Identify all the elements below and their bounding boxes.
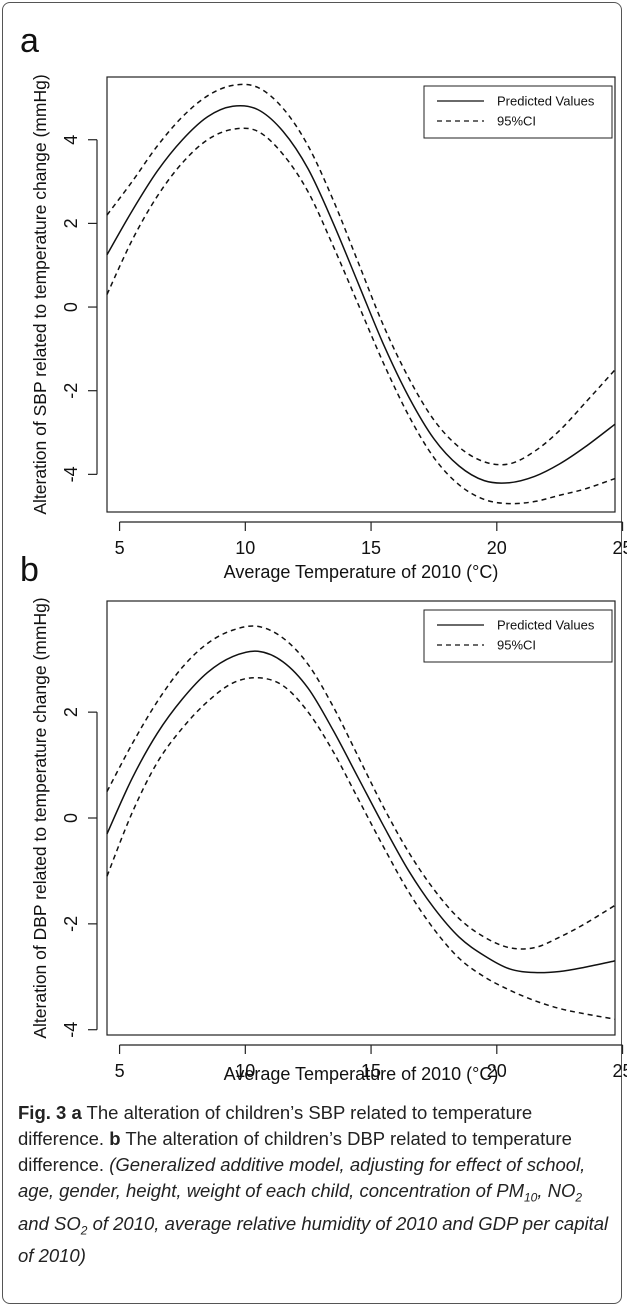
y-tick-label: -2: [61, 383, 81, 399]
caption-sub-so2: 2: [80, 1223, 88, 1238]
legend-entry-label: Predicted Values: [497, 94, 595, 109]
x-tick-label: 20: [487, 1061, 507, 1081]
legend-entry-label: 95%CI: [497, 114, 536, 129]
y-tick-label: -4: [61, 466, 81, 482]
caption-note-part-3: and SO: [18, 1212, 81, 1234]
legend-entry-label: 95%CI: [497, 638, 536, 653]
legend: Predicted Values 95%CI: [423, 609, 613, 663]
y-tick-label: 2: [61, 707, 81, 717]
caption-panel-b-letter: b: [109, 1128, 121, 1149]
series-line-predicted-values: [106, 104, 616, 484]
series-line-95ci-upper: [106, 625, 616, 950]
x-tick-label: 10: [235, 1061, 255, 1081]
figure-caption: Fig. 3 a The alteration of children’s SB…: [18, 1100, 614, 1269]
chart-panel-a: a 5 10 15 20 25 -4 -2 0 2 4 Average Temperature of …: [20, 22, 627, 582]
caption-sub-no2: 2: [575, 1190, 583, 1205]
x-tick-label: 5: [115, 538, 125, 558]
x-tick-label: 15: [361, 1061, 381, 1081]
y-tick-label: 0: [61, 813, 81, 823]
legend-box: [423, 85, 613, 139]
x-axis-label: Average Temperature of 2010 (°C): [224, 562, 499, 582]
y-axis-label: Alteration of DBP related to temperature…: [30, 597, 50, 1038]
figure-label: Fig. 3: [18, 1102, 67, 1123]
caption-note-part-2: , NO: [537, 1180, 576, 1201]
x-tick-label: 25: [613, 538, 627, 558]
caption-note-part-4: of 2010, average relative humidity of 20…: [18, 1212, 609, 1267]
panel-label: b: [20, 551, 39, 589]
y-axis-label: Alteration of SBP related to temperature…: [30, 74, 50, 514]
x-tick-label: 15: [361, 538, 381, 558]
series-line-predicted-values: [106, 650, 616, 974]
caption-panel-a-letter: a: [71, 1102, 82, 1123]
caption-panel-a-text: The alteration of children’s SBP related…: [18, 1102, 533, 1149]
y-tick-label: 4: [61, 135, 81, 145]
panel-label: a: [20, 22, 39, 60]
series-line-95ci-upper: [106, 83, 616, 466]
caption-panel-b-text: The alteration of children’s DBP related…: [18, 1128, 572, 1175]
y-tick-label: -2: [61, 916, 81, 932]
caption-note: (Generalized additive model, adjusting f…: [18, 1154, 608, 1266]
series-line-95ci-lower: [106, 676, 616, 1020]
x-axis-label: Average Temperature of 2010 (°C): [224, 1064, 499, 1084]
y-tick-label: 2: [61, 218, 81, 228]
legend-box: [423, 609, 613, 663]
caption-note-part-1: (Generalized additive model, adjusting f…: [18, 1154, 586, 1201]
caption-sub-pm10: 10: [524, 1190, 538, 1205]
series-line-95ci-lower: [106, 127, 616, 505]
legend-entry-label: Predicted Values: [497, 618, 595, 633]
y-tick-label: 0: [61, 302, 81, 312]
chart-panel-b: b 5 10 15 20 25 -4 -2 0 2 Average Temperature of 2…: [20, 551, 627, 1084]
x-tick-label: 5: [115, 1061, 125, 1081]
x-tick-label: 20: [487, 538, 507, 558]
plot-area-border: [106, 76, 616, 513]
plot-area-border: [106, 600, 616, 1036]
x-tick-label: 10: [235, 538, 255, 558]
legend: Predicted Values 95%CI: [423, 85, 613, 139]
x-tick-label: 25: [613, 1061, 627, 1081]
y-tick-label: -4: [61, 1022, 81, 1038]
